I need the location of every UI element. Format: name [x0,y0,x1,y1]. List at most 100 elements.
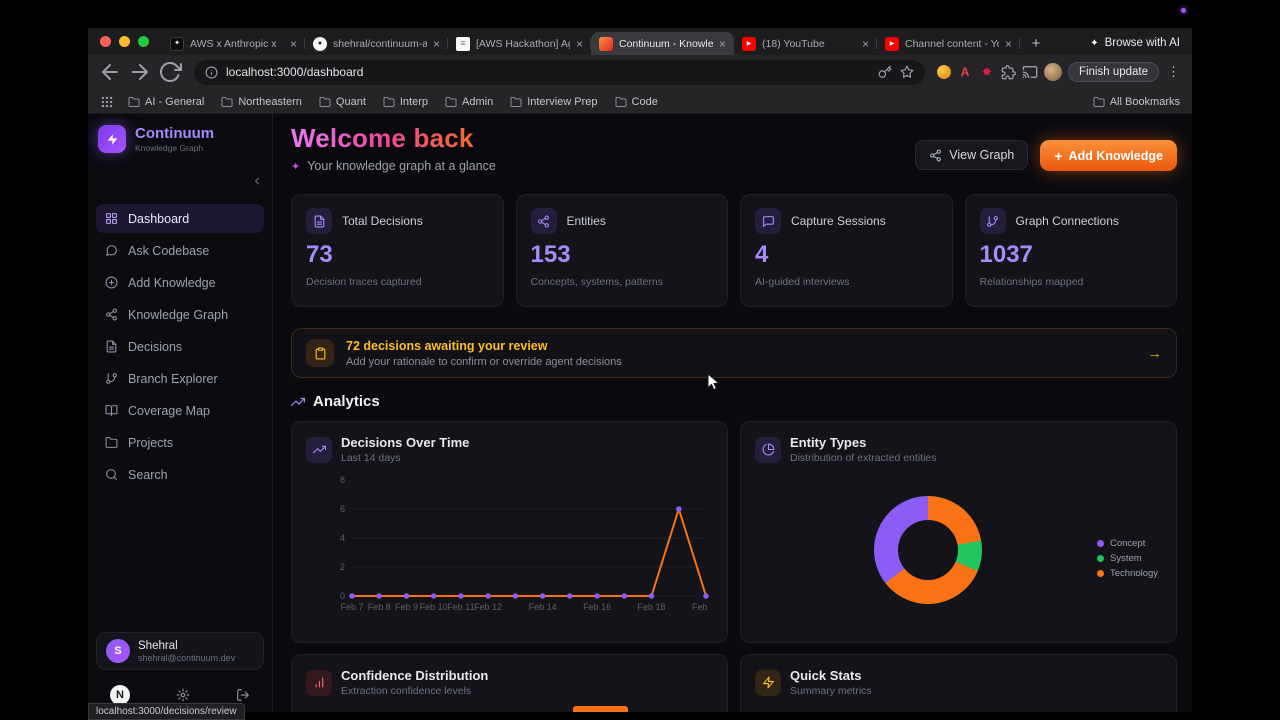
browser-menu-icon[interactable]: ⋮ [1167,64,1180,79]
svg-text:0: 0 [340,591,345,601]
bookmark-folder-interview-prep[interactable]: Interview Prep [510,96,598,108]
sidebar-item-projects[interactable]: Projects [96,428,264,457]
bookmark-star-icon[interactable] [900,65,914,79]
tab-close-icon[interactable]: × [1004,36,1012,51]
browse-with-ai-button[interactable]: ✦ Browse with AI [1090,37,1180,49]
sidebar-item-dashboard[interactable]: Dashboard [96,204,264,233]
mouse-cursor [707,373,721,391]
tab-close-icon[interactable]: × [575,36,583,51]
tab-close-icon[interactable]: × [861,36,869,51]
chart-subtitle: Extraction confidence levels [341,685,472,697]
extension-icon-1[interactable] [936,65,951,79]
browser-tab-18-youtube[interactable]: ▶ (18) YouTube × [734,32,877,55]
bookmark-folder-northeastern[interactable]: Northeastern [221,96,302,108]
finish-update-button[interactable]: Finish update [1067,62,1159,82]
sidebar-item-label: Search [128,467,168,482]
n-extension-button[interactable]: N [110,685,130,705]
extensions-puzzle-icon[interactable] [1001,64,1016,80]
all-bookmarks-button[interactable]: All Bookmarks [1093,96,1180,108]
profile-avatar[interactable] [1043,63,1062,81]
sidebar-item-branch-explorer[interactable]: Branch Explorer [96,364,264,393]
app-logo[interactable]: Continuum Knowledge Graph [88,114,272,164]
browser-tab-shehral-continuum-aw[interactable]: ● shehral/continuum-aw × [305,32,448,55]
bookmark-folder-code[interactable]: Code [615,96,658,108]
stat-card-total-decisions: Total Decisions 73 Decision traces capture… [291,194,504,307]
bookmark-folder-admin[interactable]: Admin [445,96,493,108]
pie-chart-icon [755,436,781,463]
stat-card-entities: Entities 153 Concepts, systems, patterns [515,194,728,307]
cast-icon[interactable] [1022,64,1038,80]
stat-value: 73 [306,241,333,268]
close-window-button[interactable] [100,36,111,47]
extension-icon-2[interactable]: A [960,65,970,79]
browser-tab-aws-x-anthropic-x[interactable]: ✦ AWS x Anthropic x × [162,32,305,55]
sparkle-icon: ✦ [291,160,301,173]
tab-close-icon[interactable]: × [289,36,297,51]
stat-card-capture-sessions: Capture Sessions 4 AI-guided interviews [740,194,953,307]
legend-item-technology: Technology [1097,568,1158,579]
sidebar-item-label: Ask Codebase [128,243,210,258]
settings-gear-icon[interactable] [176,688,190,702]
folder-icon [221,96,233,108]
apps-grid-icon[interactable] [100,95,114,109]
site-info-icon[interactable] [205,66,218,79]
back-button[interactable] [98,60,122,84]
trending-up-icon [306,436,332,463]
sidebar-item-ask-codebase[interactable]: Ask Codebase [96,236,264,265]
chat-icon [105,244,118,257]
network-icon [105,308,118,321]
youtube-favicon: ▶ [742,36,756,51]
tab-title: (18) YouTube [762,37,825,50]
browser-toolbar: localhost:3000/dashboard A ✸ Finish upda… [88,55,1192,89]
bookmark-folder-ai-general[interactable]: AI - General [128,96,204,108]
svg-text:Feb 14: Feb 14 [529,602,557,612]
user-profile-chip[interactable]: S Shehral shehral@continuum.dev [96,632,264,670]
svg-text:8: 8 [340,475,345,485]
fullscreen-window-button[interactable] [138,36,149,47]
sidebar-item-decisions[interactable]: Decisions [96,332,264,361]
arrow-right-icon[interactable]: → [1147,344,1162,362]
tab-close-icon[interactable]: × [432,36,440,51]
bookmark-folder-interp[interactable]: Interp [383,96,428,108]
sidebar-item-search[interactable]: Search [96,460,264,489]
browser-tab-aws-hackathon-age[interactable]: ≡ [AWS Hackathon] Age × [448,32,591,55]
chart-title: Decisions Over Time [341,435,470,450]
add-knowledge-button[interactable]: + Add Knowledge [1040,140,1177,171]
logout-icon[interactable] [236,688,250,702]
new-tab-button[interactable]: + [1024,32,1048,55]
browser-tab-channel-content-you[interactable]: ▶ Channel content - You × [877,32,1020,55]
entity-types-card: Entity Types Distribution of extracted e… [740,421,1177,643]
minimize-window-button[interactable] [119,36,130,47]
browser-tab-continuum-knowledg[interactable]: Continuum - Knowledg × [591,32,734,55]
entity-types-chart-area: Concept System Technology [755,468,1162,628]
view-graph-button[interactable]: View Graph [915,140,1029,170]
chat-square-icon [755,208,781,234]
review-banner[interactable]: 72 decisions awaiting your review Add yo… [291,328,1177,378]
reload-button[interactable] [158,60,182,84]
forward-button[interactable] [128,60,152,84]
banner-subtitle: Add your rationale to confirm or overrid… [346,355,622,368]
folder-icon [319,96,331,108]
address-bar[interactable]: localhost:3000/dashboard [194,59,925,85]
user-name: Shehral [138,639,178,652]
stat-label: Graph Connections [1015,214,1119,228]
stats-row: Total Decisions 73 Decision traces capture… [291,194,1177,307]
sidebar-collapse-icon[interactable] [251,175,263,187]
sidebar-item-knowledge-graph[interactable]: Knowledge Graph [96,300,264,329]
password-key-icon[interactable] [878,65,892,79]
bookmark-folder-quant[interactable]: Quant [319,96,366,108]
app-tagline: Knowledge Graph [135,142,204,153]
sidebar-item-add-knowledge[interactable]: Add Knowledge [96,268,264,297]
banner-title: 72 decisions awaiting your review [346,338,548,353]
tab-close-icon[interactable]: × [718,36,726,51]
search-icon [105,468,118,481]
folder-icon [1093,96,1105,108]
legend-label: Concept [1110,538,1146,549]
dashboard-main: Welcome back ✦ Your knowledge graph at a… [273,114,1192,712]
extension-icon-3[interactable]: ✸ [981,65,992,79]
sidebar-item-label: Coverage Map [128,403,210,418]
browser-window: ✦ AWS x Anthropic x × ● shehral/continuum-aw… [88,28,1192,712]
sidebar-item-coverage-map[interactable]: Coverage Map [96,396,264,425]
svg-text:Feb 10: Feb 10 [420,602,448,612]
clipboard-icon [306,339,334,367]
